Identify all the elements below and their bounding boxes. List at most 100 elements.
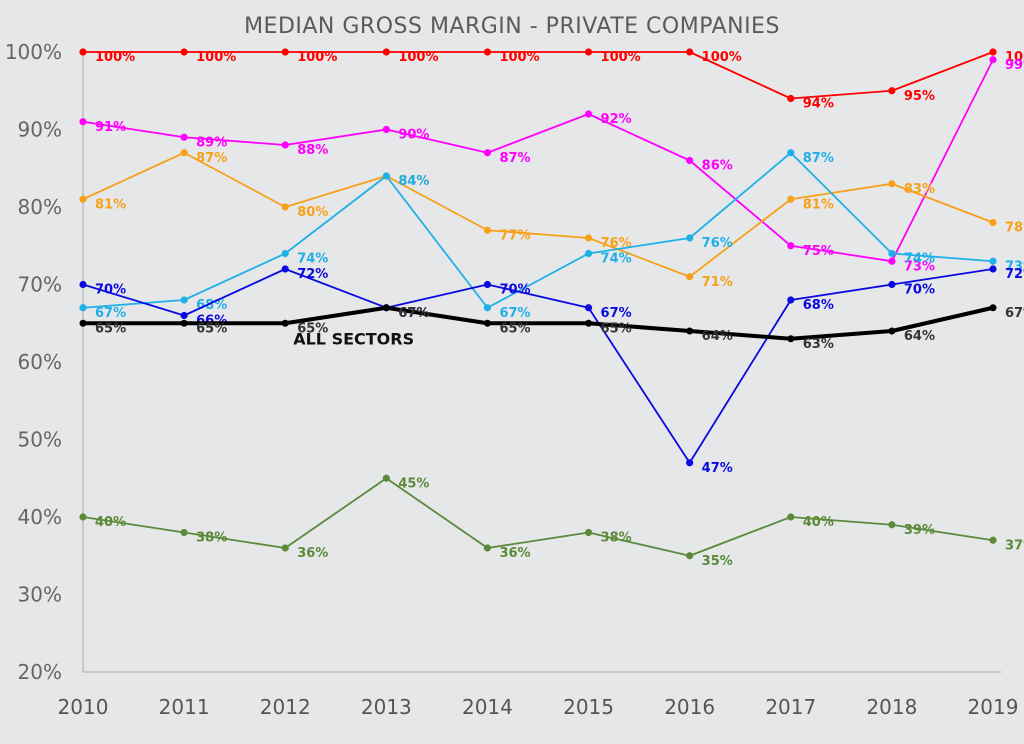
data-label: 74% [601, 252, 632, 267]
x-tick-label: 2019 [968, 695, 1019, 719]
data-point [888, 280, 896, 289]
data-point [180, 311, 188, 320]
x-tick-label: 2015 [563, 695, 614, 719]
data-label: 78% [1005, 221, 1024, 236]
data-point [79, 513, 87, 521]
data-point [382, 125, 390, 134]
data-point [483, 149, 492, 157]
data-point [180, 48, 188, 56]
y-tick-label: 20% [18, 660, 62, 684]
data-point [180, 296, 188, 304]
data-label: 70% [95, 283, 126, 298]
data-point [382, 304, 390, 312]
data-label: 67% [601, 306, 632, 321]
y-tick-label: 100% [5, 40, 62, 64]
data-label: 74% [904, 252, 935, 267]
data-point [787, 149, 795, 157]
data-point [281, 544, 289, 552]
data-point [79, 319, 87, 327]
data-label: 89% [196, 135, 227, 150]
data-label: 35% [702, 554, 733, 569]
data-label: 36% [297, 546, 328, 561]
y-tick-label: 60% [18, 350, 62, 374]
data-label: 39% [904, 523, 935, 538]
data-point [686, 459, 694, 467]
data-label: 81% [95, 197, 126, 212]
series-line [83, 51, 994, 100]
data-label: 100% [601, 50, 641, 65]
data-point [483, 280, 492, 289]
data-point [281, 265, 289, 273]
data-point [989, 536, 997, 544]
data-point [180, 319, 188, 327]
data-label: 100% [398, 50, 438, 65]
data-label: 84% [398, 174, 429, 189]
data-label: 67% [1005, 306, 1024, 321]
data-point [686, 552, 694, 560]
data-point [584, 304, 593, 312]
x-tick-label: 2013 [361, 695, 412, 719]
data-point [888, 180, 896, 188]
series-line [82, 59, 994, 263]
data-label: 36% [499, 546, 530, 561]
x-tick-label: 2014 [462, 695, 513, 719]
data-point [584, 528, 593, 537]
data-label: 100% [196, 50, 236, 65]
data-label: 65% [95, 321, 126, 336]
data-label: 87% [196, 151, 227, 166]
data-label: 73% [904, 259, 935, 274]
data-point [382, 48, 390, 56]
x-tick-label: 2016 [664, 695, 715, 719]
data-point [483, 304, 492, 312]
data-point [888, 249, 896, 258]
y-tick-label: 40% [18, 505, 62, 529]
data-point [281, 203, 289, 211]
data-label: 76% [702, 236, 733, 251]
data-label: 67% [398, 306, 429, 321]
data-label: 65% [297, 321, 328, 336]
data-point [989, 218, 997, 227]
y-tick-label: 50% [18, 428, 62, 452]
data-label: 81% [803, 197, 834, 212]
data-point [888, 521, 896, 529]
x-tick-label: 2010 [58, 695, 109, 719]
data-point [989, 304, 997, 312]
data-label: 100% [297, 50, 337, 65]
data-label: 87% [499, 151, 530, 166]
data-point [281, 141, 289, 149]
data-point [989, 56, 997, 64]
data-label: 45% [398, 476, 429, 491]
data-label: 37% [1005, 538, 1024, 553]
data-label: 86% [702, 159, 733, 174]
data-label: 95% [904, 89, 935, 104]
data-point [483, 226, 492, 234]
data-point [281, 319, 289, 327]
data-point [787, 513, 795, 521]
data-point [888, 87, 896, 95]
data-label: 72% [297, 267, 328, 282]
data-point [787, 242, 795, 250]
data-label: 71% [702, 275, 733, 290]
data-point [382, 172, 390, 180]
data-point [483, 319, 491, 327]
data-point [79, 304, 87, 312]
data-label: 64% [702, 329, 733, 344]
data-label: 84% [398, 174, 429, 189]
data-point [382, 474, 390, 482]
data-point [584, 249, 593, 258]
data-label: 90% [398, 128, 429, 143]
data-point [483, 544, 492, 552]
data-label: 67% [95, 306, 126, 321]
series-line [82, 151, 994, 278]
y-tick-label: 30% [18, 583, 62, 607]
data-point [787, 296, 795, 304]
data-point [180, 149, 188, 157]
series-annotation: ALL SECTORS [293, 330, 414, 349]
data-label: 75% [803, 244, 834, 259]
data-label: 100% [1005, 50, 1024, 65]
data-point [686, 327, 694, 335]
data-label: 100% [95, 50, 135, 65]
data-label: 92% [601, 112, 632, 127]
data-label: 88% [297, 143, 328, 158]
